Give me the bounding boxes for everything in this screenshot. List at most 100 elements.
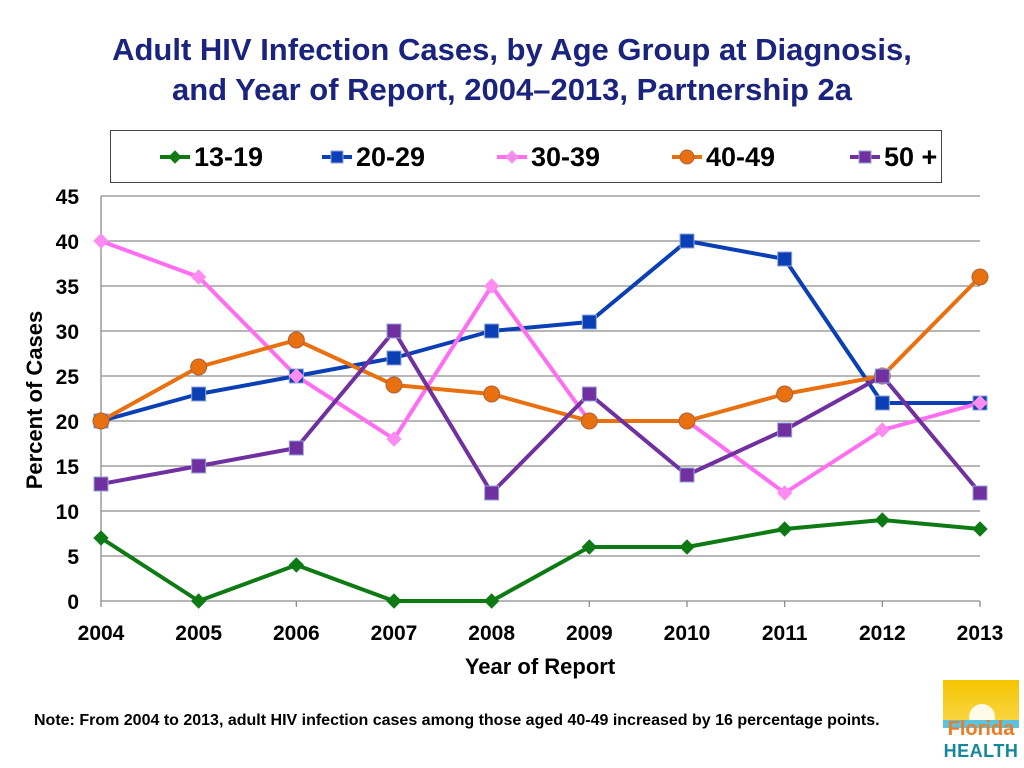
data-point-20-29 (679, 233, 695, 249)
x-tick-label: 2004 (78, 622, 125, 645)
x-tick-label: 2010 (664, 622, 711, 645)
data-point-30-39 (288, 368, 305, 384)
data-point-50 (93, 476, 109, 492)
series-markers-50 (93, 323, 988, 501)
data-point-50 (972, 485, 988, 501)
x-tick-label: 2009 (566, 622, 613, 645)
legend-item-30-39: 30-39 (496, 139, 600, 175)
series-line-40-49 (100, 275, 982, 423)
axes (100, 196, 981, 607)
chart-title-line-2: and Year of Report, 2004–2013, Partnersh… (171, 72, 853, 107)
y-tick-label: 5 (67, 546, 79, 569)
legend-marker-50 (858, 150, 872, 164)
x-tick-label: 2013 (957, 622, 1004, 645)
series-markers (92, 233, 989, 609)
legend-item-20-29: 20-29 (321, 139, 425, 175)
data-point-13-19 (288, 557, 305, 573)
data-point-50 (777, 422, 793, 438)
data-point-40-49 (580, 412, 598, 430)
series-markers-40-49 (92, 268, 989, 430)
florida-health-logo: Florida HEALTH (943, 680, 1019, 764)
data-point-40-49 (776, 385, 794, 403)
logo-text-health: HEALTH (943, 741, 1019, 761)
data-point-13-19 (972, 521, 988, 537)
x-tick-label: 2007 (371, 622, 418, 645)
legend-swatch-40-49 (672, 149, 702, 165)
data-point-50 (191, 458, 207, 474)
legend-marker-20-29 (330, 150, 344, 164)
data-point-30-39 (190, 269, 207, 285)
chart-legend: 13-19 20-29 30-39 40-49 50 + (110, 130, 942, 183)
legend-label: 13-19 (194, 141, 264, 172)
y-tick-label: 10 (56, 501, 79, 524)
y-tick-label: 15 (56, 456, 80, 479)
legend-label: 40-49 (706, 141, 776, 172)
series-line-30-39 (100, 239, 981, 495)
x-tick-label: 2008 (468, 622, 515, 645)
data-point-20-29 (386, 350, 402, 366)
data-point-50 (581, 386, 597, 402)
data-point-40-49 (287, 331, 305, 349)
gridlines (101, 195, 980, 557)
data-point-50 (679, 467, 695, 483)
legend-item-13-19: 13-19 (159, 139, 263, 175)
sun-icon (943, 680, 1019, 720)
series-markers-13-19 (93, 512, 988, 609)
y-tick-label: 20 (56, 411, 79, 434)
x-axis-label: Year of Report (465, 654, 616, 679)
y-tick-label: 35 (56, 276, 80, 299)
data-point-13-19 (874, 512, 891, 528)
data-point-40-49 (92, 412, 110, 430)
y-tick-label: 25 (56, 366, 80, 389)
data-point-40-49 (971, 268, 989, 286)
x-axis-ticks: 2004 2005 2006 2007 2008 2009 2010 2011 2012 2013 (78, 622, 1004, 645)
legend-item-50: 50 + (849, 139, 937, 175)
data-point-13-19 (386, 593, 402, 609)
series-lines (99, 239, 982, 603)
data-point-20-29 (484, 323, 500, 339)
y-tick-label: 30 (56, 321, 79, 344)
data-point-50 (874, 368, 890, 384)
series-line-13-19 (99, 518, 981, 603)
chart-note: Note: From 2004 to 2013, adult HIV infec… (34, 712, 880, 729)
series-line-50 (100, 329, 982, 495)
data-point-13-19 (93, 530, 109, 546)
data-point-40-49 (190, 358, 208, 376)
y-tick-label: 45 (56, 186, 80, 209)
legend-label: 30-39 (531, 141, 601, 172)
data-point-30-39 (483, 278, 500, 294)
data-point-13-19 (581, 539, 598, 555)
chart-title: Adult HIV Infection Cases, by Age Group … (0, 30, 1024, 110)
legend-label: 50 + (884, 141, 938, 172)
series-line-20-29 (100, 239, 980, 423)
x-tick-label: 2006 (273, 622, 320, 645)
legend-swatch-50 (850, 150, 880, 164)
data-point-20-29 (777, 251, 793, 267)
data-point-20-29 (191, 386, 207, 402)
data-point-30-39 (93, 233, 109, 249)
logo-text-florida: Florida (947, 718, 1015, 740)
chart-title-line-1: Adult HIV Infection Cases, by Age Group … (112, 32, 912, 67)
data-point-20-29 (874, 395, 890, 411)
legend-marker-30-39 (505, 150, 519, 164)
y-axis-label: Percent of Cases (22, 311, 47, 490)
legend-swatch-30-39 (497, 150, 527, 164)
data-point-40-49 (385, 376, 403, 394)
y-axis-ticks: 0 5 10 15 20 25 30 35 40 45 (56, 186, 80, 614)
legend-swatch-20-29 (322, 150, 352, 164)
x-tick-label: 2012 (859, 622, 906, 645)
data-point-30-39 (776, 485, 793, 501)
data-point-40-49 (678, 412, 696, 430)
data-point-13-19 (679, 539, 695, 555)
data-point-20-29 (581, 314, 597, 330)
y-tick-label: 0 (67, 591, 79, 614)
data-point-50 (484, 485, 500, 501)
data-point-13-19 (776, 521, 793, 537)
data-point-30-39 (972, 395, 988, 411)
legend-label: 20-29 (356, 141, 426, 172)
legend-marker-13-19 (168, 150, 182, 164)
y-tick-label: 40 (56, 231, 79, 254)
data-point-13-19 (483, 593, 500, 609)
legend-marker-40-49 (679, 149, 695, 165)
